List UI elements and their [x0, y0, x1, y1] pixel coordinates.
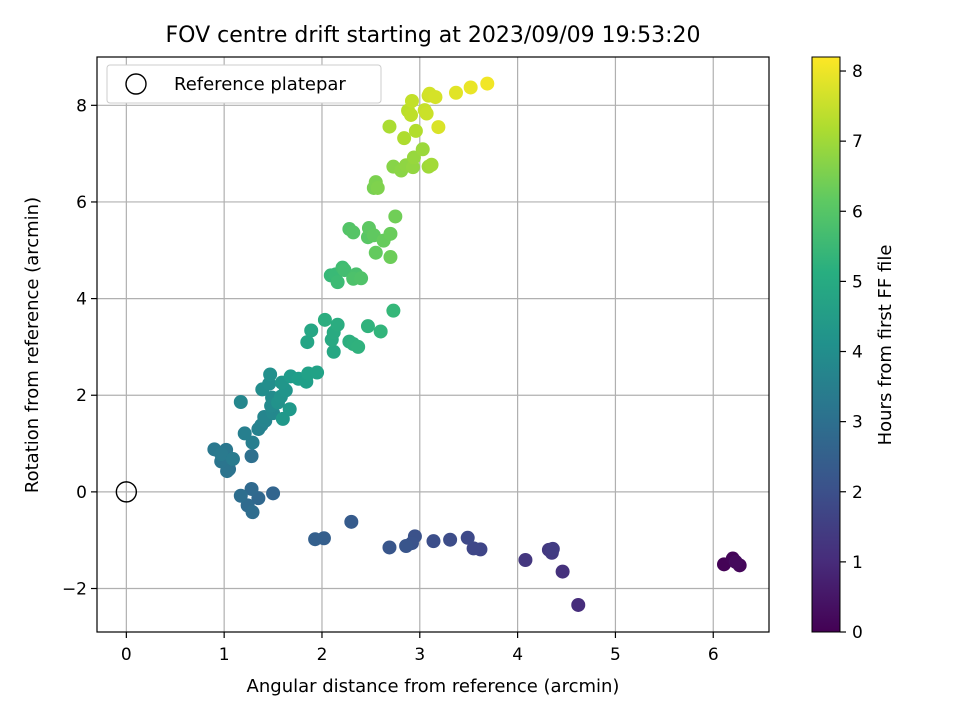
colorbar-tick-label: 3 [852, 413, 863, 433]
y-axis-ticks: −2 0 2 4 6 8 [62, 96, 97, 600]
data-point [415, 142, 430, 157]
data-point [346, 225, 361, 240]
data-point [344, 514, 359, 529]
data-point [354, 271, 369, 286]
colorbar-ticks: 0 1 2 3 4 5 6 7 8 [840, 62, 863, 643]
data-point [330, 317, 345, 332]
data-point [545, 541, 560, 556]
data-point [426, 534, 441, 549]
data-point [443, 532, 458, 547]
data-point [245, 435, 260, 450]
data-point [518, 553, 533, 568]
data-point [728, 554, 743, 569]
data-point [383, 226, 398, 241]
y-tick-label: 8 [76, 96, 87, 116]
legend: Reference platepar [106, 64, 382, 104]
colorbar-tick-label: 5 [852, 272, 863, 292]
legend-box [106, 64, 382, 104]
data-point [326, 344, 341, 359]
colorbar-tick-label: 4 [852, 343, 863, 363]
data-point [300, 335, 315, 350]
data-point [403, 107, 418, 122]
colorbar-label: Hours from first FF file [875, 245, 896, 446]
data-point [448, 85, 463, 100]
x-tick-label: 5 [610, 645, 621, 665]
data-point [310, 365, 325, 380]
data-point [214, 447, 229, 462]
data-point [571, 597, 586, 612]
data-point [406, 150, 421, 165]
chart-title: FOV centre drift starting at 2023/09/09 … [166, 23, 701, 48]
data-point [419, 106, 434, 121]
colorbar-tick-label: 0 [852, 623, 863, 643]
legend-label-reference: Reference platepar [174, 74, 346, 95]
data-point [263, 367, 278, 382]
y-tick-label: 0 [76, 483, 87, 503]
data-point [225, 452, 240, 467]
data-point [460, 530, 475, 545]
data-point [386, 303, 401, 318]
data-point [399, 538, 414, 553]
data-point [237, 426, 252, 441]
legend-marker-reference [125, 73, 147, 95]
plot-area-frame [96, 56, 770, 633]
colorbar-tick-label: 7 [852, 132, 863, 152]
colorbar: 0 1 2 3 4 5 6 7 8 Hours from first FF file [811, 56, 896, 643]
x-tick-label: 1 [219, 645, 230, 665]
data-point [244, 481, 259, 496]
data-point [382, 119, 397, 134]
data-point [428, 90, 443, 105]
data-point [233, 395, 248, 409]
colorbar-tick-label: 1 [852, 553, 863, 573]
data-point [466, 541, 481, 556]
colorbar-tick-label: 6 [852, 202, 863, 222]
data-point [383, 250, 398, 265]
data-point [388, 209, 403, 224]
data-point [555, 564, 570, 579]
colorbar-tick-label: 2 [852, 483, 863, 503]
data-point [330, 275, 345, 290]
x-tick-label: 2 [317, 645, 328, 665]
data-point [373, 324, 388, 339]
data-point [308, 532, 323, 547]
data-point [275, 411, 290, 426]
y-tick-label: 2 [76, 386, 87, 406]
x-axis-label: Angular distance from reference (arcmin) [247, 676, 620, 697]
data-point [304, 323, 319, 338]
colorbar-tick-label: 8 [852, 62, 863, 82]
data-point [317, 312, 332, 327]
data-point [480, 76, 495, 91]
y-axis-label: Rotation from reference (arcmin) [22, 197, 43, 493]
y-tick-label: −2 [62, 580, 87, 600]
data-point [404, 93, 419, 108]
data-point [266, 486, 281, 501]
data-point [244, 449, 259, 464]
data-point [351, 339, 366, 354]
data-point [360, 319, 375, 334]
x-tick-label: 4 [512, 645, 523, 665]
reference-platepar-marker [115, 481, 138, 503]
data-point [424, 157, 439, 172]
y-tick-label: 6 [76, 193, 87, 213]
data-point [382, 540, 397, 555]
data-point [408, 123, 423, 138]
data-point [463, 80, 478, 95]
data-points [207, 76, 747, 612]
x-axis-ticks: 0 1 2 3 4 5 6 [121, 632, 719, 665]
data-point [397, 131, 412, 146]
data-point [431, 120, 446, 135]
data-point [368, 245, 383, 260]
grid [97, 57, 769, 632]
colorbar-gradient [811, 56, 841, 633]
x-tick-label: 3 [414, 645, 425, 665]
data-point [282, 402, 297, 417]
y-tick-label: 4 [76, 290, 87, 310]
x-tick-label: 0 [121, 645, 132, 665]
data-point [233, 488, 248, 503]
data-point [245, 505, 260, 520]
data-point [370, 180, 385, 195]
x-tick-label: 6 [708, 645, 719, 665]
